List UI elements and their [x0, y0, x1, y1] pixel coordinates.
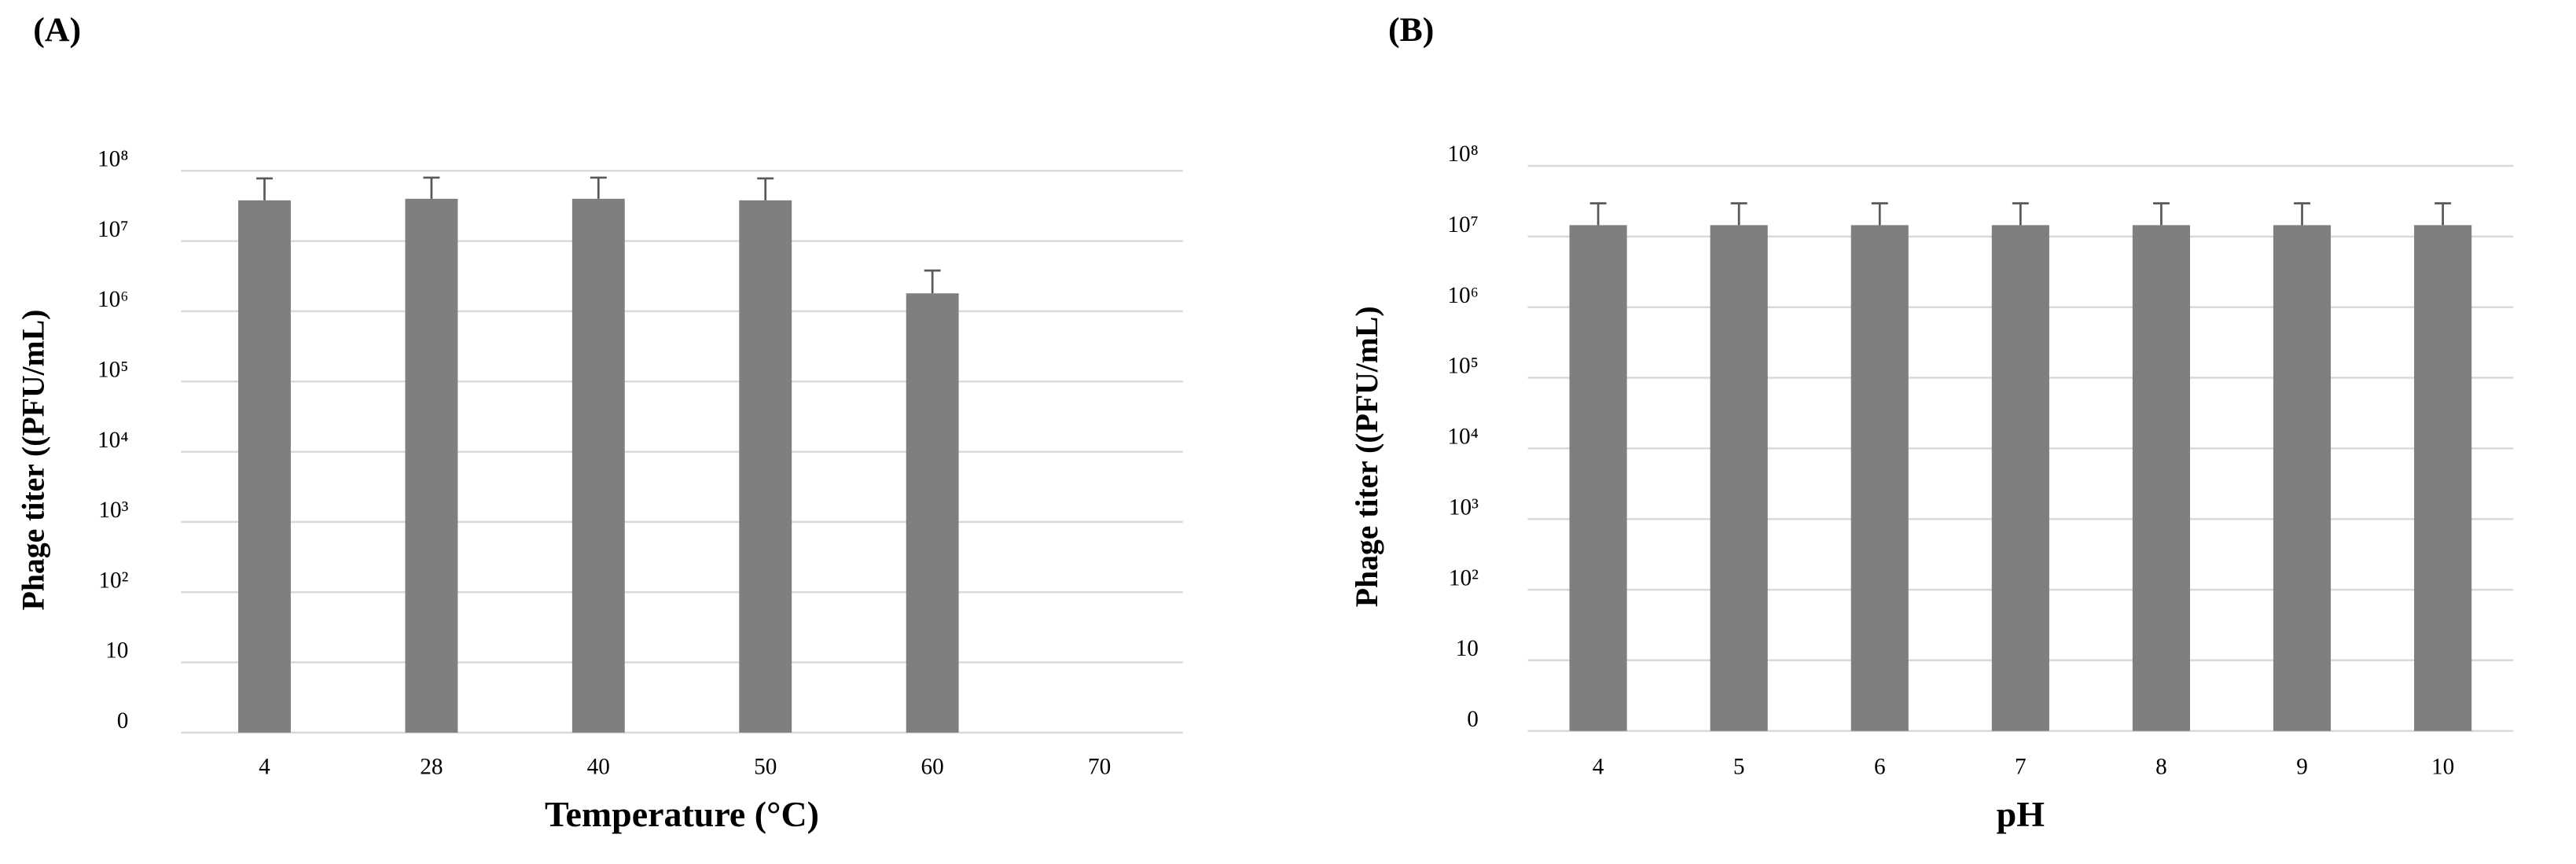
x-axis-label: pH [1997, 794, 2045, 834]
bar [405, 198, 458, 733]
bar [1710, 225, 1768, 731]
y-tick-label: 10⁷ [97, 217, 128, 242]
y-axis-label: Phage titer ((PFU/mL) [17, 310, 51, 611]
x-tick-label: 9 [2296, 755, 2308, 780]
y-tick-label: 10⁶ [1447, 283, 1478, 308]
panel-label: (B) [1388, 11, 1434, 49]
y-tick-label: 10⁸ [97, 146, 128, 171]
y-tick-label: 10² [1449, 565, 1479, 590]
y-tick-label: 10⁸ [1447, 142, 1478, 167]
x-tick-label: 7 [2015, 755, 2027, 780]
bar [2132, 225, 2191, 731]
bar [571, 198, 625, 733]
y-tick-label: 10⁵ [97, 357, 128, 382]
bar [2414, 225, 2472, 731]
y-tick-label: 10 [105, 638, 128, 664]
bar [238, 200, 291, 733]
y-tick-label: 0 [117, 708, 129, 733]
y-axis-label: Phage titer ((PFU/mL) [1350, 306, 1384, 607]
x-tick-label: 4 [1593, 755, 1604, 780]
x-tick-label: 50 [754, 755, 777, 780]
panel-label: (A) [33, 11, 81, 49]
y-tick-label: 10⁴ [97, 428, 128, 453]
y-tick-label: 10³ [1449, 495, 1479, 520]
y-tick-label: 10⁴ [1447, 425, 1478, 450]
y-tick-label: 10⁷ [1447, 212, 1478, 237]
x-tick-label: 6 [1874, 755, 1886, 780]
x-tick-label: 10 [2431, 755, 2454, 780]
x-tick-label: 60 [921, 755, 944, 780]
x-tick-label: 70 [1088, 755, 1111, 780]
y-tick-label: 10² [98, 568, 128, 593]
y-tick-label: 0 [1467, 707, 1479, 732]
bar [1850, 225, 1909, 731]
y-tick-label: 10 [1456, 636, 1479, 661]
bar [739, 200, 792, 733]
x-tick-label: 8 [2155, 755, 2167, 780]
x-tick-label: 40 [587, 755, 610, 780]
y-tick-label: 10³ [98, 498, 128, 523]
bar [1569, 225, 1627, 731]
y-tick-label: 10⁶ [97, 287, 128, 312]
bar [906, 293, 959, 733]
y-tick-label: 10⁵ [1447, 354, 1478, 379]
bar [2273, 225, 2332, 731]
x-tick-label: 28 [420, 755, 443, 780]
x-tick-label: 4 [259, 755, 270, 780]
bar [1991, 225, 2049, 731]
x-tick-label: 5 [1733, 755, 1745, 780]
x-axis-label: Temperature (°C) [545, 794, 819, 834]
